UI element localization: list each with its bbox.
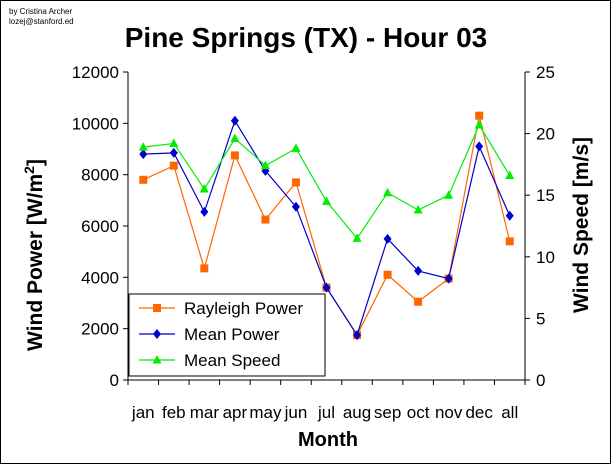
rayleigh-power-point	[475, 111, 484, 120]
x-tick-label: may	[249, 403, 282, 422]
mean-power-point	[322, 282, 331, 293]
x-tick-label: feb	[162, 403, 186, 422]
mean-speed-point	[413, 204, 423, 214]
y-tick-label: 4000	[81, 268, 119, 287]
x-tick-label: oct	[407, 403, 430, 422]
mean-speed-point	[444, 190, 454, 199]
legend-marker-mean-speed	[152, 355, 162, 364]
x-tick-label: apr	[223, 403, 248, 422]
mean-power-point	[353, 330, 362, 341]
rayleigh-power-point	[505, 237, 514, 246]
mean-speed-point	[474, 119, 484, 129]
y-tick-label: 12000	[72, 63, 119, 82]
axes: 0 2000 4000 6000 8000 10000 12000 0 5 10 15 20 25 jan…	[72, 63, 555, 422]
rayleigh-power-point	[139, 175, 148, 184]
y2-tick-label: 20	[536, 125, 555, 144]
rayleigh-power-point	[230, 151, 239, 160]
legend: Rayleigh Power Mean Power Mean Speed	[128, 293, 326, 377]
mean-power-point	[291, 201, 300, 212]
mean-power-point	[230, 115, 239, 126]
x-tick-label: jun	[284, 403, 308, 422]
x-tick-label: dec	[465, 403, 493, 422]
series-mean-speed	[138, 119, 515, 242]
mean-speed-point	[169, 138, 179, 147]
rayleigh-power-point	[291, 178, 300, 187]
mean-power-point	[200, 206, 209, 217]
mean-power-point	[475, 141, 484, 152]
y2-tick-label: 0	[536, 371, 545, 390]
mean-power-point	[139, 149, 148, 160]
mean-speed-point	[352, 233, 362, 242]
legend-marker-mean-power	[153, 329, 161, 339]
x-tick-label: mar	[190, 403, 220, 422]
x-tick-label: jul	[317, 403, 335, 422]
legend-marker-rayleigh-power	[153, 304, 161, 312]
y2-tick-label: 10	[536, 248, 555, 267]
y-tick-label: 6000	[81, 217, 119, 236]
x-axis-label: Month	[298, 429, 358, 451]
mean-speed-point	[291, 143, 301, 152]
rayleigh-power-point	[200, 264, 209, 273]
mean-speed-point	[383, 187, 393, 197]
mean-power-point	[169, 147, 178, 158]
mean-speed-point	[322, 196, 331, 205]
y2-axis-label: Wind Speed [m/s]	[570, 137, 593, 313]
series-layer	[138, 111, 515, 341]
x-tick-label: sep	[374, 403, 401, 422]
x-tick-label: aug	[343, 403, 371, 422]
mean-power-point	[505, 210, 514, 221]
x-tick-label: all	[501, 403, 518, 422]
mean-speed-line	[143, 123, 511, 240]
x-tick-label: nov	[435, 403, 463, 422]
y2-tick-label: 25	[536, 63, 555, 82]
mean-speed-point	[199, 184, 209, 193]
y2-tick-label: 5	[536, 309, 545, 328]
y-tick-label: 10000	[72, 114, 119, 133]
legend-label-mean-speed: Mean Speed	[184, 351, 280, 370]
rayleigh-power-point	[383, 270, 392, 279]
mean-power-point	[444, 273, 453, 284]
mean-speed-point	[138, 142, 148, 151]
legend-label-mean-power: Mean Power	[184, 325, 280, 344]
y-tick-label: 8000	[81, 166, 119, 185]
x-tick-label: jan	[131, 403, 155, 422]
mean-power-point	[414, 265, 423, 276]
chart-title: Pine Springs (TX) - Hour 03	[125, 22, 487, 53]
y-axis-label: Wind Power [W/m2]	[21, 159, 47, 351]
credit-line-2: lozej@stanford.ed	[9, 17, 74, 26]
rayleigh-power-point	[414, 297, 423, 306]
credit-line-1: by Cristina Archer	[9, 7, 72, 16]
mean-speed-point	[505, 170, 515, 179]
rayleigh-power-point	[169, 161, 178, 170]
y-tick-label: 0	[110, 371, 119, 390]
mean-speed-point	[230, 133, 240, 143]
rayleigh-power-point	[261, 215, 270, 224]
mean-speed-point	[260, 160, 270, 170]
y-tick-label: 2000	[81, 320, 119, 339]
mean-power-point	[383, 233, 392, 244]
legend-label-rayleigh-power: Rayleigh Power	[184, 299, 303, 318]
y2-tick-label: 15	[536, 186, 555, 205]
